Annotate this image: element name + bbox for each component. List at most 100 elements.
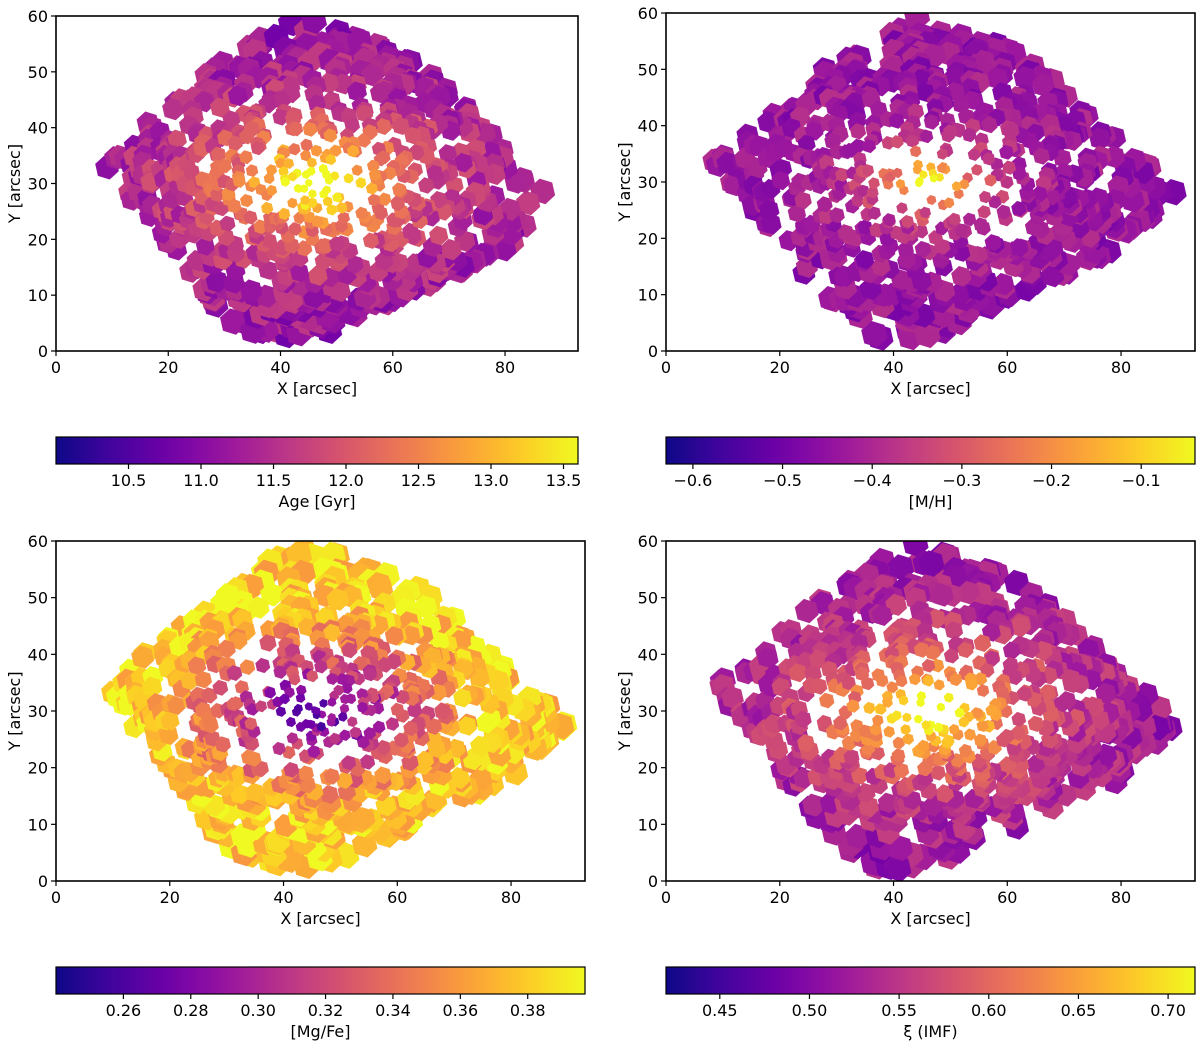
age-bin xyxy=(261,233,278,249)
mgfe-xtick-label: 80 xyxy=(501,888,521,907)
metallicity-bin xyxy=(1089,127,1111,150)
imf-bin xyxy=(913,714,923,724)
metallicity-bin xyxy=(862,138,877,154)
imf-bin xyxy=(976,684,990,697)
age-bin xyxy=(332,192,343,203)
age-bin xyxy=(404,126,422,145)
metallicity-ytick-label: 40 xyxy=(638,117,658,136)
mgfe-bin xyxy=(307,745,321,759)
imf-bin xyxy=(851,766,869,785)
age-bin xyxy=(239,279,263,303)
imf-ytick-label: 20 xyxy=(638,759,658,778)
imf-bin xyxy=(973,733,987,747)
metallicity-xlabel: X [arcsec] xyxy=(890,379,970,398)
mgfe-bin xyxy=(297,617,317,637)
imf-bin xyxy=(985,704,998,717)
metallicity-bin xyxy=(919,206,931,219)
age-colorbar-tick-label: 11.0 xyxy=(183,471,219,490)
mgfe-bin xyxy=(226,665,243,681)
age-bin xyxy=(275,157,287,169)
mgfe-bin xyxy=(187,656,207,676)
mgfe-bin xyxy=(286,732,299,744)
mgfe-colorbar-tick-label: 0.28 xyxy=(173,1001,209,1020)
imf-bin xyxy=(949,673,962,687)
imf-xtick-label: 40 xyxy=(883,888,903,907)
metallicity-bin xyxy=(979,190,992,204)
age-bin xyxy=(378,192,392,206)
imf-bin xyxy=(809,649,828,669)
mgfe-bin xyxy=(341,642,358,659)
metallicity-bin xyxy=(959,179,970,190)
imf-bin xyxy=(933,722,944,733)
metallicity-bin xyxy=(929,174,938,183)
mgfe-colorbar-tick-label: 0.38 xyxy=(510,1001,546,1020)
mgfe-bin xyxy=(313,707,321,715)
mgfe-bin xyxy=(293,703,303,714)
age-bin xyxy=(278,166,289,177)
age-bin xyxy=(367,193,381,207)
age-bin xyxy=(287,172,298,182)
mgfe-bin xyxy=(395,689,410,705)
imf-bin xyxy=(891,710,902,721)
mgfe-bin xyxy=(323,768,340,785)
imf-bin xyxy=(996,732,1011,748)
metallicity-ytick-label: 30 xyxy=(638,173,658,192)
metallicity-xtick-label: 60 xyxy=(997,358,1017,377)
age-ytick-label: 40 xyxy=(28,119,48,138)
imf-bin xyxy=(898,695,909,706)
mgfe-bin xyxy=(264,686,276,699)
imf-bin xyxy=(802,793,825,817)
mgfe-bin xyxy=(259,634,277,652)
metallicity-colorbar-tick-label: −0.1 xyxy=(1122,471,1161,490)
metallicity-bin xyxy=(888,112,905,129)
age-colorbar xyxy=(55,436,579,465)
age-bin xyxy=(248,176,261,189)
mgfe-bin xyxy=(304,702,313,711)
imf-ytick-label: 0 xyxy=(648,872,658,891)
age-colorbar-tick-label: 10.5 xyxy=(111,471,147,490)
mgfe-map xyxy=(101,541,578,879)
mgfe-bin xyxy=(282,745,296,760)
mgfe-bin xyxy=(201,687,218,704)
metallicity-colorbar xyxy=(665,436,1196,465)
metallicity-bin xyxy=(906,134,920,148)
imf-colorbar-tick-label: 0.50 xyxy=(792,1001,828,1020)
age-bin xyxy=(232,174,246,188)
mgfe-colorbar-tick-label: 0.32 xyxy=(308,1001,344,1020)
imf-bin xyxy=(908,673,921,686)
metallicity-xtick-label: 20 xyxy=(770,358,790,377)
mgfe-bin xyxy=(363,667,377,682)
age-bin xyxy=(326,204,338,216)
mgfe-bin xyxy=(273,665,287,679)
mgfe-bin xyxy=(246,751,262,767)
metallicity-bin xyxy=(914,224,929,239)
imf-bin xyxy=(936,702,946,712)
imf-bin xyxy=(756,647,779,670)
mgfe-bin xyxy=(356,688,368,700)
age-bin xyxy=(220,308,246,335)
metallicity-colorbar-tick-label: −0.5 xyxy=(763,471,802,490)
mgfe-bin xyxy=(401,753,419,772)
mgfe-bin xyxy=(131,645,154,669)
age-bin xyxy=(440,238,462,261)
mgfe-bin xyxy=(298,765,314,782)
mgfe-bin xyxy=(141,676,163,698)
metallicity-xtick-label: 40 xyxy=(883,358,903,377)
imf-bin xyxy=(885,593,907,616)
imf-bin xyxy=(872,714,884,727)
imf-colorbar-tick-label: 0.70 xyxy=(1150,1001,1186,1020)
age-bin xyxy=(266,164,278,176)
metallicity-bin xyxy=(1031,73,1056,97)
imf-bin xyxy=(965,677,978,691)
imf-colorbar-tick-label: 0.60 xyxy=(971,1001,1007,1020)
mgfe-bin xyxy=(338,711,348,722)
imf-bin xyxy=(885,855,912,881)
mgfe-xtick-label: 20 xyxy=(160,888,180,907)
age-bin xyxy=(250,141,265,156)
panel-age: 0 20 40 60 80 0 10 20 30 40 50 60 X [arcsec] Y [arcse… xyxy=(5,7,581,511)
age-bin xyxy=(280,176,291,187)
age-bin xyxy=(356,133,371,148)
mgfe-bin xyxy=(372,720,386,734)
imf-bin xyxy=(922,674,934,687)
